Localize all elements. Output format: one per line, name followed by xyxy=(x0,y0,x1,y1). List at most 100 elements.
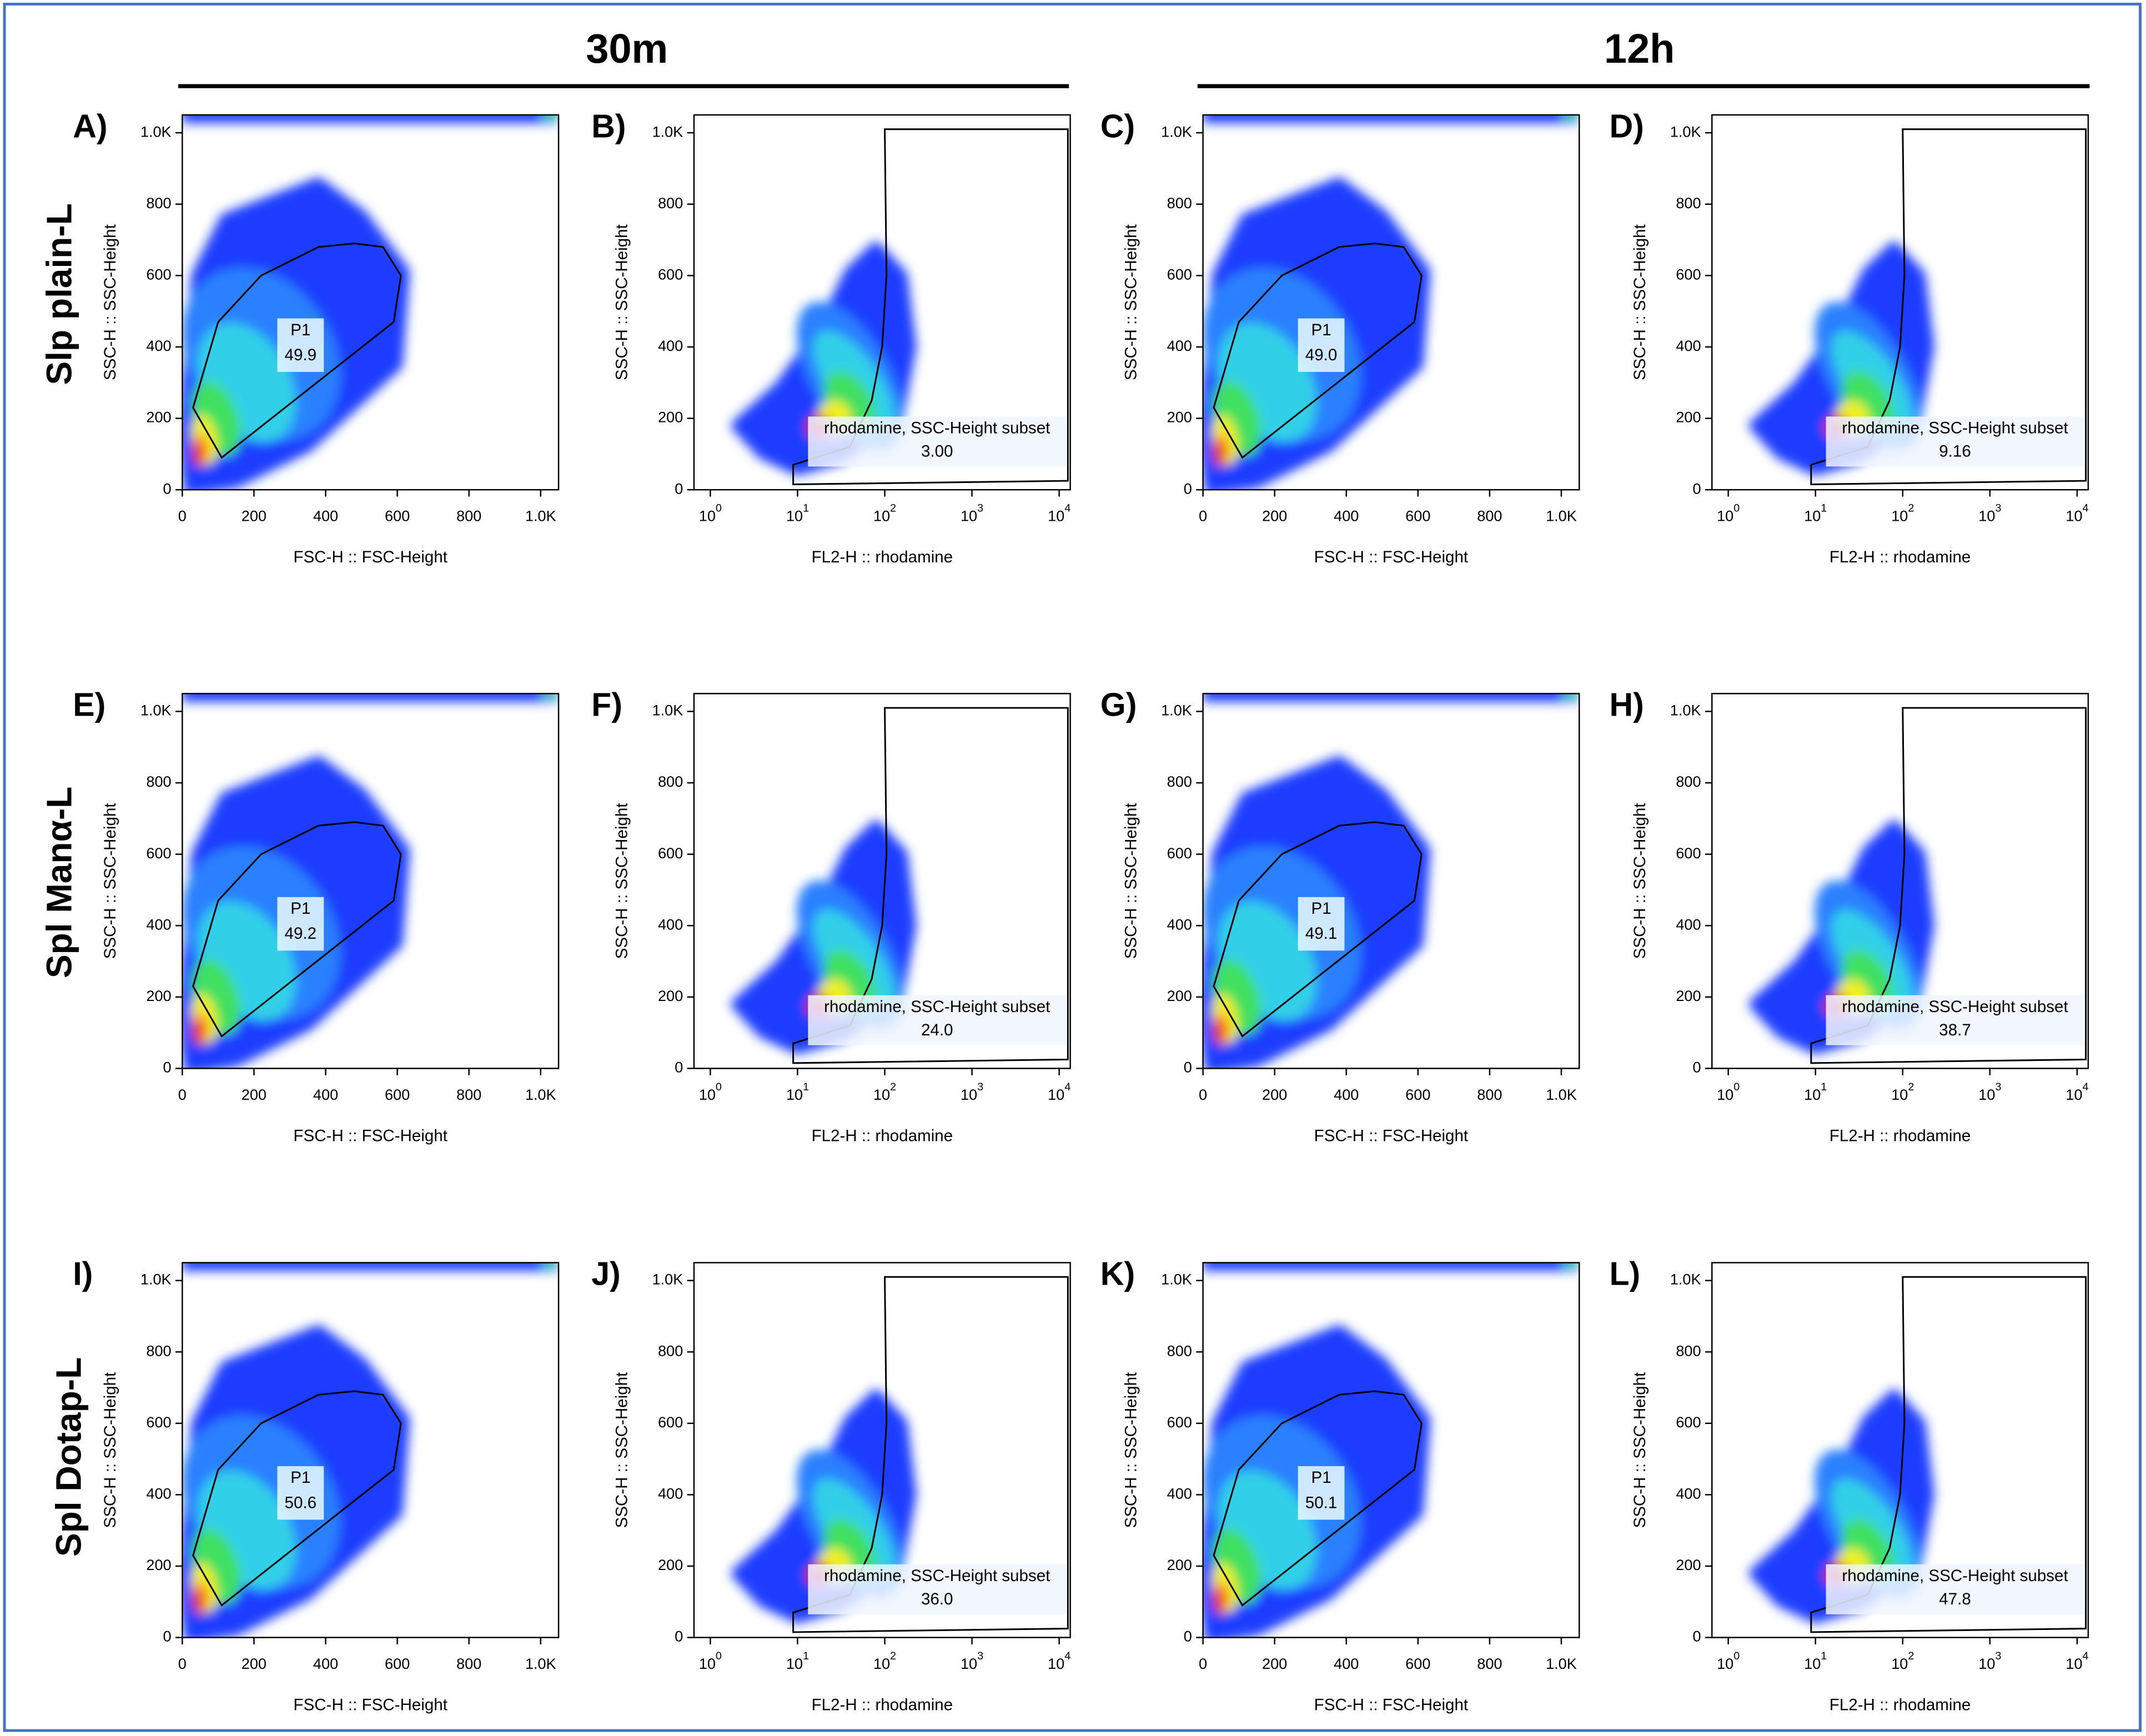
gate-value: 38.7 xyxy=(1939,1021,1971,1039)
gate-value: 49.1 xyxy=(1305,924,1338,943)
gate-value: 3.00 xyxy=(921,442,953,460)
x-tick-label: 103 xyxy=(961,1081,983,1103)
density-stripe xyxy=(542,693,559,698)
y-axis-label: SSC-H :: SSC-Height xyxy=(101,803,119,959)
x-tick-label: 100 xyxy=(1717,1081,1740,1103)
panel-label: A) xyxy=(73,107,107,144)
y-tick-label: 400 xyxy=(658,915,683,933)
x-tick-label: 400 xyxy=(313,1655,338,1672)
panel: C) 0 200 400 600 800 1.0K 0 200 400 600 800 1.0K FSC-… xyxy=(1100,107,1580,566)
density-level xyxy=(1214,1023,1224,1043)
x-tick-label: 800 xyxy=(456,1086,481,1103)
x-tick-label: 100 xyxy=(699,1081,722,1103)
y-tick-label: 0 xyxy=(1692,1059,1701,1076)
gate-label-box xyxy=(277,318,324,372)
y-tick-label: 0 xyxy=(1692,1628,1701,1645)
y-tick-label: 400 xyxy=(1676,337,1701,354)
y-tick-label: 1.0K xyxy=(652,123,683,140)
y-tick-label: 1.0K xyxy=(1670,1271,1701,1288)
x-tick-label: 1.0K xyxy=(1546,1086,1577,1103)
x-tick-label: 800 xyxy=(456,507,481,525)
x-tick-label: 102 xyxy=(873,1081,896,1103)
density-stripe xyxy=(182,114,559,123)
gate-name: P1 xyxy=(290,1468,310,1487)
x-axis-label: FL2-H :: rhodamine xyxy=(811,1127,953,1145)
y-tick-label: 800 xyxy=(1167,1342,1192,1359)
density-level xyxy=(194,1592,203,1612)
y-tick-label: 200 xyxy=(658,1556,683,1573)
y-tick-label: 800 xyxy=(1167,773,1192,790)
plot-frame xyxy=(1202,693,1580,1069)
y-tick-label: 800 xyxy=(146,1342,171,1359)
plot-frame xyxy=(693,114,1071,491)
x-tick-label: 800 xyxy=(456,1655,481,1672)
x-axis-label: FSC-H :: FSC-Height xyxy=(1314,1127,1468,1145)
y-tick-label: 600 xyxy=(1167,1413,1192,1431)
y-tick-label: 600 xyxy=(1676,844,1701,862)
panel: L) 100 101 102 103 104 0 200 400 600 800 1.0K FL2-H … xyxy=(1609,1255,2089,1714)
panel: I) 0 200 400 600 800 1.0K 0 200 400 600 800 1.0K FSC-… xyxy=(73,1255,560,1714)
y-tick-label: 400 xyxy=(146,915,171,933)
x-tick-label: 400 xyxy=(1334,507,1359,525)
x-tick-label: 200 xyxy=(242,1086,267,1103)
gate-value: 49.2 xyxy=(285,924,317,943)
y-tick-label: 0 xyxy=(675,480,683,497)
gate-name: P1 xyxy=(290,321,310,339)
gate-name: rhodamine, SSC-Height subset xyxy=(1842,419,2068,437)
y-tick-label: 1.0K xyxy=(1670,123,1701,140)
x-tick-label: 101 xyxy=(786,502,809,525)
gate xyxy=(192,821,402,1038)
y-axis-label: SSC-H :: SSC-Height xyxy=(613,803,631,959)
panel-label: J) xyxy=(591,1255,621,1292)
y-axis-label: SSC-H :: SSC-Height xyxy=(1122,803,1140,959)
x-axis-label: FSC-H :: FSC-Height xyxy=(1314,548,1468,566)
y-tick-label: 1.0K xyxy=(140,1271,172,1288)
x-tick-label: 600 xyxy=(385,1086,410,1103)
x-tick-label: 104 xyxy=(1048,1081,1071,1103)
y-tick-label: 1.0K xyxy=(652,702,683,719)
y-tick-label: 0 xyxy=(1692,480,1701,497)
density-stripe xyxy=(1203,1262,1580,1271)
x-tick-label: 1.0K xyxy=(525,1655,556,1672)
panel: D) 100 101 102 103 104 0 200 400 600 800 1.0K FL2-H … xyxy=(1609,107,2089,566)
column-header: 30m xyxy=(586,26,668,72)
gate-label-box xyxy=(808,416,1067,467)
density-cloud xyxy=(1748,820,1934,1054)
panel: G) 0 200 400 600 800 1.0K 0 200 400 600 800 1.0K FSC-… xyxy=(1100,686,1580,1145)
x-tick-label: 600 xyxy=(385,1655,410,1672)
x-tick-label: 101 xyxy=(1804,1081,1827,1103)
y-tick-label: 600 xyxy=(146,844,171,862)
x-tick-label: 0 xyxy=(178,507,187,525)
x-tick-label: 104 xyxy=(1048,1650,1071,1672)
y-tick-label: 200 xyxy=(1167,409,1192,426)
x-tick-label: 400 xyxy=(1334,1086,1359,1103)
x-tick-label: 0 xyxy=(1199,1655,1207,1672)
panel: K) 0 200 400 600 800 1.0K 0 200 400 600 800 1.0K FSC-… xyxy=(1100,1255,1580,1714)
panel-label: E) xyxy=(73,686,105,723)
x-tick-label: 102 xyxy=(1891,502,1914,525)
y-tick-label: 800 xyxy=(1676,773,1701,790)
x-tick-label: 102 xyxy=(873,502,896,525)
x-tick-label: 100 xyxy=(699,502,722,525)
panel: B) 100 101 102 103 104 0 200 400 600 800 1.0K FL2-H … xyxy=(591,107,1071,566)
y-tick-label: 200 xyxy=(146,409,171,426)
x-axis-label: FSC-H :: FSC-Height xyxy=(293,1127,447,1145)
x-tick-label: 103 xyxy=(1978,1650,2001,1672)
panel-label: C) xyxy=(1100,107,1135,144)
gate-label-box xyxy=(277,897,324,951)
y-tick-label: 600 xyxy=(658,266,683,283)
panel-label: K) xyxy=(1100,1255,1135,1292)
y-tick-label: 400 xyxy=(1167,1485,1192,1502)
y-tick-label: 1.0K xyxy=(1161,123,1192,140)
gate-label-box xyxy=(1298,1466,1345,1520)
gate-name: P1 xyxy=(1311,321,1331,339)
x-tick-label: 0 xyxy=(178,1655,187,1672)
density-level xyxy=(1214,1592,1224,1612)
y-tick-label: 800 xyxy=(1676,194,1701,212)
x-tick-label: 104 xyxy=(2065,502,2088,525)
y-tick-label: 200 xyxy=(146,987,171,1004)
x-axis-label: FL2-H :: rhodamine xyxy=(1830,1696,1971,1714)
density-stripe xyxy=(1562,693,1580,698)
gate-value: 49.9 xyxy=(285,346,317,364)
density-stripe xyxy=(182,1262,559,1271)
